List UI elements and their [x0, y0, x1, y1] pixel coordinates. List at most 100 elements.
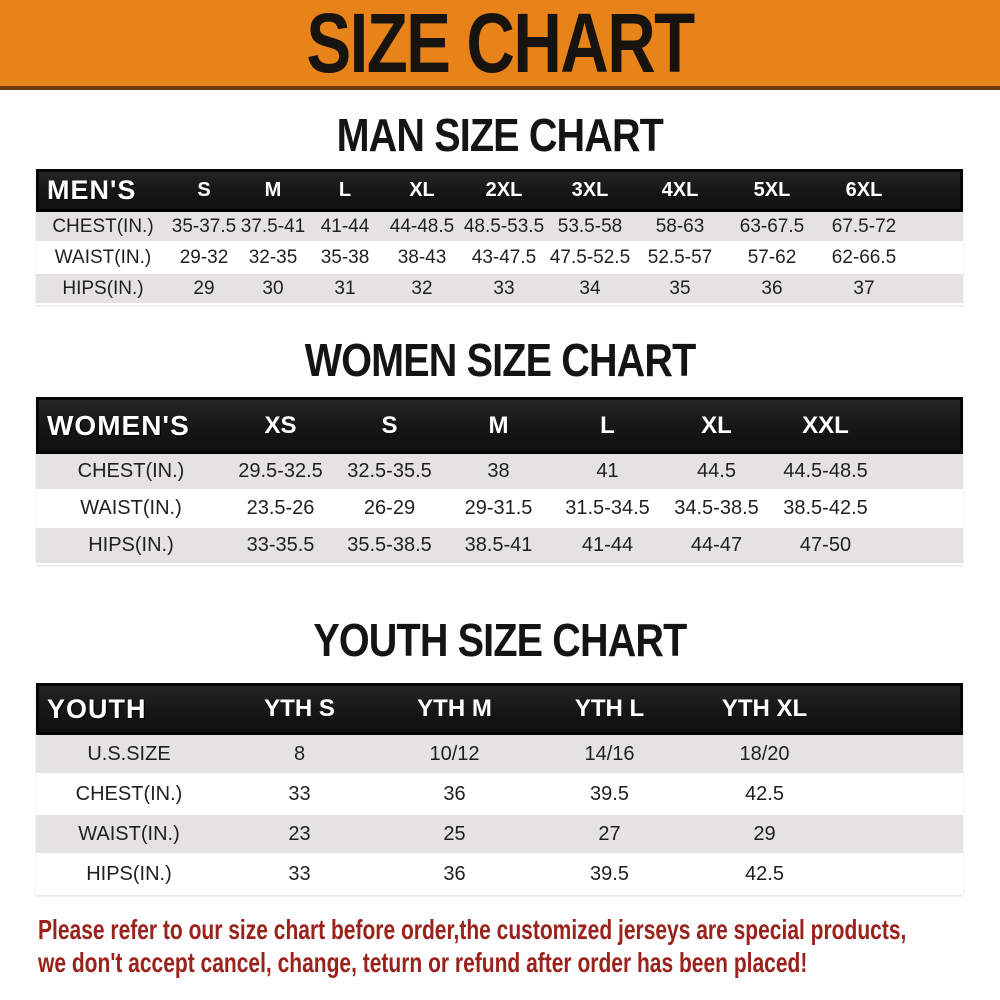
row-label: U.S.SIZE: [87, 742, 171, 765]
cell: 44.5-48.5: [783, 460, 868, 482]
youth-size-header: YTH M: [417, 695, 492, 722]
cell: 34: [579, 277, 601, 299]
cell: 41-44: [581, 534, 634, 556]
women-waist-row: WAIST(IN.) 23.5-26 26-29 29-31.5 31.5-34…: [36, 491, 963, 528]
men-size-header: 5XL: [753, 179, 791, 201]
row-label: HIPS(IN.): [62, 277, 144, 299]
cell: 30: [262, 277, 284, 299]
disclaimer-line-1: Please refer to our size chart before or…: [38, 914, 907, 945]
row-label: HIPS(IN.): [88, 534, 174, 556]
youth-section-title-text: YOUTH SIZE CHART: [313, 614, 687, 666]
cell: 23.5-26: [246, 497, 315, 519]
youth-section-title: YOUTH SIZE CHART: [0, 614, 1000, 666]
youth-table-header-row: YOUTH YTH S YTH M YTH L YTH XL: [36, 683, 963, 735]
banner-title: SIZE CHART: [306, 0, 695, 90]
cell: 58-63: [655, 215, 705, 237]
men-size-header: M: [264, 179, 282, 201]
cell: 29-32: [179, 246, 229, 268]
women-size-table: WOMEN'S XS S M L XL XXL CHEST(IN.) 29.5-…: [36, 397, 963, 565]
cell: 33-35.5: [246, 534, 315, 556]
women-chest-row: CHEST(IN.) 29.5-32.5 32.5-35.5 38 41 44.…: [36, 454, 963, 491]
men-size-table: MEN'S S M L XL 2XL 3XL 4XL 5XL 6XL CHEST…: [36, 169, 963, 305]
row-label: CHEST(IN.): [77, 460, 185, 482]
cell: 8: [293, 742, 306, 765]
men-section-title-text: MAN SIZE CHART: [336, 109, 664, 161]
men-hips-row: HIPS(IN.) 29 30 31 32 33 34 35 36 37: [36, 274, 963, 305]
youth-size-header: YTH L: [574, 695, 645, 722]
cell: 39.5: [590, 782, 629, 805]
youth-size-header: YTH XL: [721, 695, 808, 722]
men-size-header: XL: [409, 179, 435, 201]
cell: 36: [443, 782, 466, 805]
cell: 32.5-35.5: [347, 460, 432, 482]
men-size-header: 4XL: [661, 179, 699, 201]
women-section-title: WOMEN SIZE CHART: [0, 334, 1000, 386]
cell: 43-47.5: [471, 246, 537, 268]
cell: 38.5-42.5: [783, 497, 868, 519]
cell: 32: [411, 277, 433, 299]
men-section-title: MAN SIZE CHART: [0, 109, 1000, 161]
cell: 41: [596, 460, 619, 482]
women-size-header: L: [600, 411, 615, 439]
men-waist-row: WAIST(IN.) 29-32 32-35 35-38 38-43 43-47…: [36, 243, 963, 274]
men-size-header: S: [197, 179, 211, 201]
row-label: WAIST(IN.): [54, 246, 152, 268]
men-size-header: L: [338, 179, 352, 201]
cell: 33: [288, 782, 311, 805]
women-size-header: XL: [701, 411, 732, 439]
men-size-header: 2XL: [485, 179, 523, 201]
cell: 38-43: [397, 246, 447, 268]
cell: 41-44: [320, 215, 370, 237]
cell: 57-62: [747, 246, 797, 268]
men-group-label: MEN'S: [47, 175, 137, 205]
cell: 44-47: [690, 534, 743, 556]
cell: 36: [443, 862, 466, 885]
cell: 67.5-72: [831, 215, 897, 237]
cell: 44-48.5: [389, 215, 455, 237]
women-size-header: S: [381, 411, 398, 439]
cell: 29: [193, 277, 215, 299]
cell: 31: [334, 277, 356, 299]
cell: 25: [443, 822, 466, 845]
cell: 35.5-38.5: [347, 534, 432, 556]
women-size-header: M: [488, 411, 509, 439]
cell: 35-38: [320, 246, 370, 268]
cell: 34.5-38.5: [674, 497, 759, 519]
cell: 29.5-32.5: [238, 460, 323, 482]
youth-waist-row: WAIST(IN.) 23 25 27 29: [36, 815, 963, 855]
youth-group-label: YOUTH: [47, 693, 147, 724]
cell: 48.5-53.5: [463, 215, 545, 237]
cell: 36: [761, 277, 783, 299]
cell: 27: [598, 822, 621, 845]
cell: 29-31.5: [464, 497, 533, 519]
men-table-header-row: MEN'S S M L XL 2XL 3XL 4XL 5XL 6XL: [36, 169, 963, 212]
cell: 26-29: [363, 497, 416, 519]
cell: 63-67.5: [739, 215, 805, 237]
cell: 47-50: [799, 534, 852, 556]
women-size-header: XS: [264, 411, 297, 439]
disclaimer-line-2: we don't accept cancel, change, teturn o…: [38, 947, 808, 978]
men-chest-row: CHEST(IN.) 35-37.5 37.5-41 41-44 44-48.5…: [36, 212, 963, 243]
row-label: WAIST(IN.): [80, 497, 182, 519]
youth-size-table: YOUTH YTH S YTH M YTH L YTH XL U.S.SIZE …: [36, 683, 963, 895]
cell: 35-37.5: [171, 215, 237, 237]
cell: 23: [288, 822, 311, 845]
row-label: CHEST(IN.): [52, 215, 154, 237]
cell: 42.5: [745, 782, 784, 805]
youth-hips-row: HIPS(IN.) 33 36 39.5 42.5: [36, 855, 963, 895]
women-group-label: WOMEN'S: [47, 409, 190, 441]
cell: 18/20: [739, 742, 790, 765]
youth-chest-row: CHEST(IN.) 33 36 39.5 42.5: [36, 775, 963, 815]
row-label: WAIST(IN.): [78, 822, 180, 845]
cell: 31.5-34.5: [565, 497, 650, 519]
cell: 32-35: [248, 246, 298, 268]
men-size-header: 3XL: [571, 179, 609, 201]
cell: 35: [669, 277, 691, 299]
cell: 39.5: [590, 862, 629, 885]
cell: 38.5-41: [464, 534, 533, 556]
men-size-header: 6XL: [845, 179, 883, 201]
cell: 10/12: [429, 742, 480, 765]
cell: 42.5: [745, 862, 784, 885]
cell: 29: [753, 822, 776, 845]
